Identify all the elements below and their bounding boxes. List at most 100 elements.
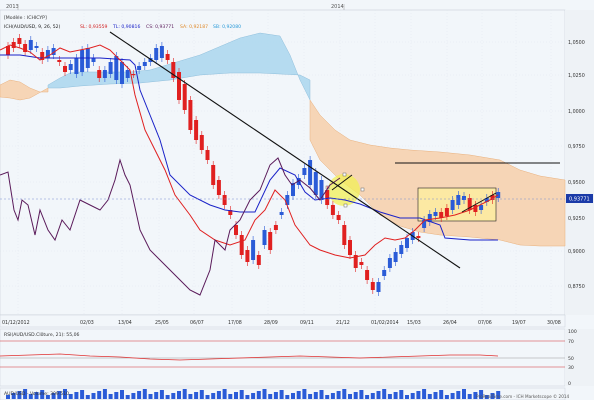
- candle[interactable]: [387, 254, 392, 272]
- candle[interactable]: [23, 40, 28, 56]
- year-label-2014: 2014: [331, 4, 344, 10]
- rsi-tick: 100: [568, 329, 577, 335]
- candle[interactable]: [34, 42, 39, 52]
- candle[interactable]: [102, 66, 107, 82]
- candle[interactable]: [365, 266, 370, 284]
- circle-line[interactable]: [331, 174, 353, 191]
- candle[interactable]: [462, 192, 466, 204]
- candle[interactable]: [154, 44, 159, 64]
- candle[interactable]: [473, 201, 478, 216]
- candle[interactable]: [268, 228, 273, 254]
- candle[interactable]: [382, 266, 387, 280]
- candle[interactable]: [439, 208, 444, 222]
- candle[interactable]: [216, 176, 221, 199]
- candle[interactable]: [291, 179, 295, 200]
- volume-bar: [439, 390, 444, 399]
- candle[interactable]: [308, 156, 313, 189]
- candle[interactable]: [330, 201, 335, 219]
- candle[interactable]: [444, 204, 449, 220]
- candle[interactable]: [433, 208, 438, 220]
- candle[interactable]: [108, 58, 113, 78]
- candle[interactable]: [467, 194, 472, 214]
- candle[interactable]: [131, 70, 136, 78]
- candle[interactable]: [490, 191, 495, 204]
- candle[interactable]: [45, 46, 50, 62]
- volume-bar: [268, 394, 273, 399]
- candle[interactable]: [228, 206, 233, 219]
- candle[interactable]: [148, 54, 153, 66]
- candle[interactable]: [302, 164, 307, 179]
- date-tick: 01/12/2012: [2, 320, 30, 326]
- candle[interactable]: [336, 211, 341, 224]
- candle[interactable]: [422, 216, 427, 232]
- candle[interactable]: [6, 42, 10, 59]
- rsi-panel[interactable]: [0, 328, 566, 387]
- candle[interactable]: [239, 231, 244, 259]
- candle[interactable]: [159, 42, 164, 62]
- candle[interactable]: [399, 241, 404, 258]
- current-price-tag: [566, 194, 593, 203]
- candle[interactable]: [376, 278, 381, 296]
- candle[interactable]: [199, 131, 204, 154]
- candle[interactable]: [63, 62, 67, 76]
- candle[interactable]: [194, 116, 199, 144]
- candle[interactable]: [165, 50, 170, 64]
- candle[interactable]: [427, 210, 432, 226]
- volume-bar: [234, 392, 238, 399]
- candle[interactable]: [188, 96, 193, 134]
- candle[interactable]: [137, 62, 142, 74]
- candle[interactable]: [142, 58, 147, 70]
- candle[interactable]: [273, 221, 278, 234]
- candle[interactable]: [348, 236, 352, 259]
- date-tick: 15/03: [407, 320, 421, 326]
- candle[interactable]: [80, 46, 85, 76]
- candle[interactable]: [256, 251, 261, 269]
- candle[interactable]: [484, 194, 489, 206]
- uptrend-line[interactable]: [461, 192, 497, 213]
- candle[interactable]: [114, 52, 119, 84]
- candle[interactable]: [313, 168, 318, 199]
- candle[interactable]: [120, 58, 124, 88]
- candle[interactable]: [222, 191, 227, 209]
- candle[interactable]: [91, 54, 96, 66]
- candle[interactable]: [479, 201, 484, 214]
- candle[interactable]: [97, 66, 102, 82]
- candle[interactable]: [262, 226, 267, 249]
- candle[interactable]: [125, 66, 130, 82]
- candle[interactable]: [245, 246, 250, 266]
- candle[interactable]: [68, 60, 73, 74]
- date-tick: 07/06: [478, 320, 492, 326]
- candle[interactable]: [28, 36, 33, 54]
- candle[interactable]: [177, 68, 181, 104]
- candle[interactable]: [51, 44, 56, 59]
- candle[interactable]: [11, 38, 16, 52]
- candle[interactable]: [370, 278, 375, 294]
- volume-bar: [399, 390, 404, 399]
- candle[interactable]: [342, 221, 347, 249]
- volume-bar: [188, 394, 193, 399]
- volume-bar: [462, 389, 466, 399]
- candle[interactable]: [496, 188, 501, 202]
- volume-bar: [387, 394, 392, 399]
- date-tick: 28/09: [264, 320, 278, 326]
- chikou-line: [0, 157, 341, 296]
- volume-bar: [490, 393, 495, 399]
- candle[interactable]: [171, 58, 176, 82]
- candle[interactable]: [279, 208, 284, 219]
- candle[interactable]: [40, 48, 45, 64]
- candle[interactable]: [182, 80, 187, 114]
- candle[interactable]: [393, 248, 398, 266]
- candle[interactable]: [359, 258, 364, 269]
- volume-bar: [80, 390, 85, 399]
- candle[interactable]: [456, 191, 461, 209]
- volume-bar: [154, 392, 159, 399]
- candle[interactable]: [17, 34, 22, 48]
- downtrend-line[interactable]: [109, 31, 461, 269]
- kumo-bearish-cloud-2: [309, 99, 566, 247]
- candle[interactable]: [353, 251, 358, 272]
- candle[interactable]: [211, 161, 216, 189]
- candle[interactable]: [251, 236, 256, 264]
- volume-bar: [17, 391, 22, 399]
- candle[interactable]: [205, 146, 210, 164]
